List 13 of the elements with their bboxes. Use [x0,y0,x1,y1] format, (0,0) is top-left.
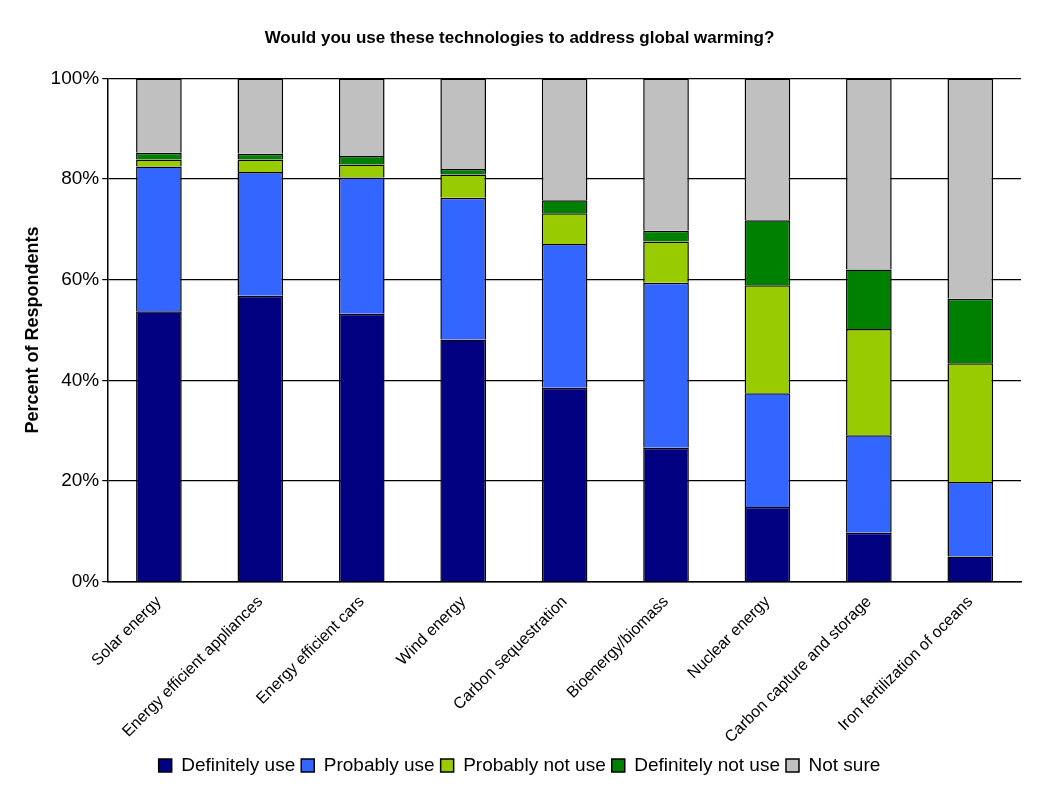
legend-label: Probably use [323,753,435,775]
legend-label: Definitely not use [634,753,780,775]
chart-title: Would you use these technologies to address global warming? [264,27,775,47]
y-tick-label: 60% [61,267,100,289]
y-tick-label: 40% [61,368,100,390]
legend-label: Probably not use [463,753,606,775]
y-tick-label: 0% [71,569,100,591]
y-axis-title: Percent of Respondents [21,226,42,434]
y-tick-label: 100% [50,66,100,88]
y-tick-label: 80% [61,167,100,189]
y-tick-label: 20% [61,469,100,491]
legend-label: Definitely use [181,753,296,775]
legend-label: Not sure [808,753,881,775]
